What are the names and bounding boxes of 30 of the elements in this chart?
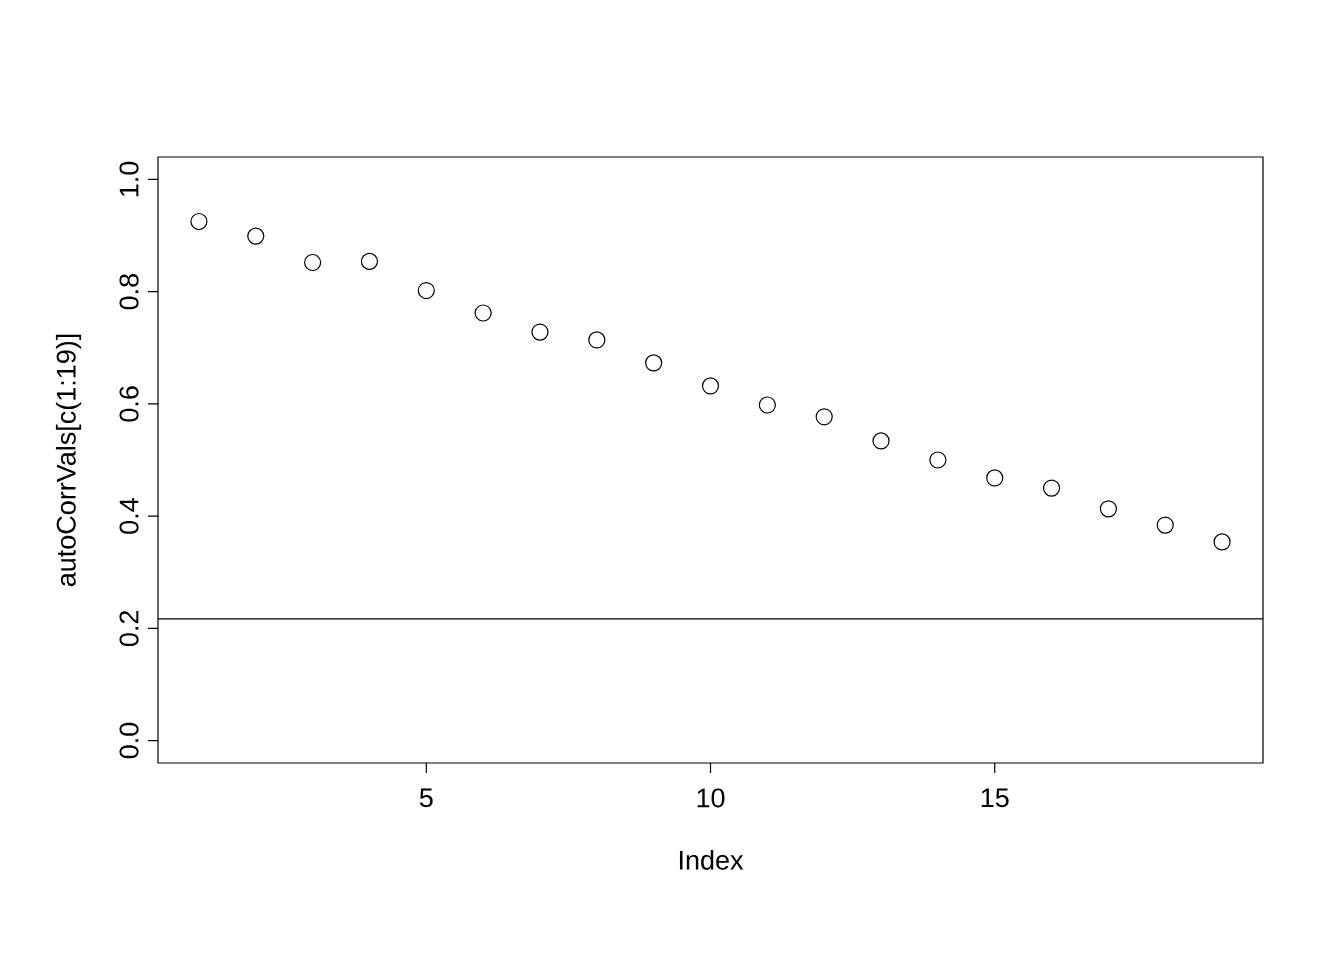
point <box>531 323 549 341</box>
point <box>1156 516 1174 534</box>
point <box>1099 500 1117 518</box>
point <box>986 469 1004 487</box>
point <box>304 253 322 272</box>
point <box>701 377 720 395</box>
point <box>190 212 208 231</box>
point <box>474 304 492 322</box>
y-tick-label: 0.2 <box>119 610 139 647</box>
x-tick-label: 10 <box>697 788 725 808</box>
point <box>247 227 265 245</box>
point <box>1213 533 1231 551</box>
point <box>1042 479 1061 497</box>
point <box>758 396 776 414</box>
point <box>360 252 379 270</box>
point <box>872 432 890 450</box>
x-axis-title: Index <box>679 849 744 870</box>
y-tick-label: 1.0 <box>119 161 139 197</box>
y-tick-label: 0.4 <box>119 498 139 534</box>
y-axis-title: autoCorrVals[c(1:19)] <box>55 334 82 587</box>
point <box>815 408 833 426</box>
y-tick-label: 0.8 <box>119 274 139 310</box>
y-tick-label: 0.6 <box>119 386 139 422</box>
point <box>645 354 663 372</box>
point <box>417 281 435 300</box>
y-tick-label: 0.0 <box>119 722 139 759</box>
point <box>929 451 947 469</box>
point <box>588 331 606 349</box>
x-tick-label: 15 <box>981 788 1009 808</box>
x-tick-label: 5 <box>419 788 433 808</box>
